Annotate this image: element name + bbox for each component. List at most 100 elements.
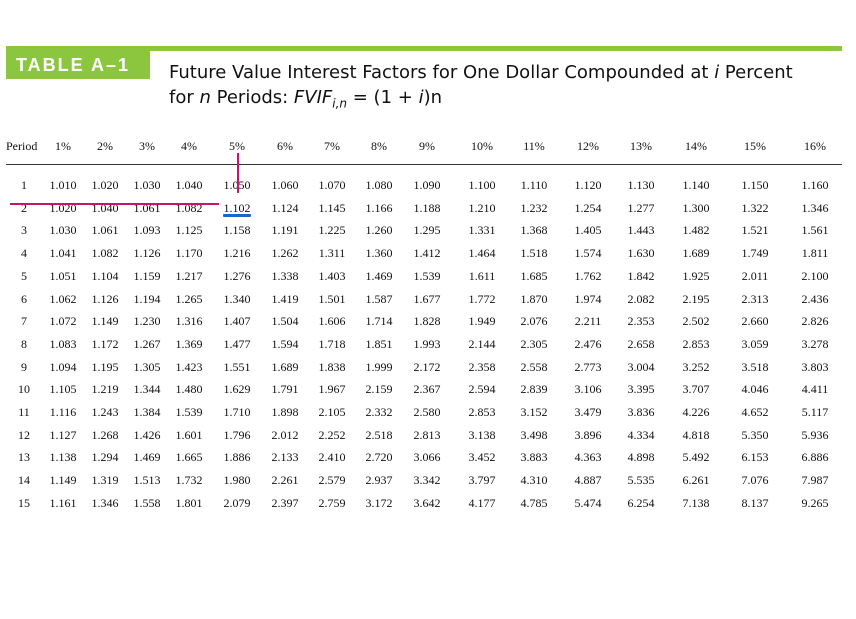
factor-cell: 3.836 xyxy=(627,405,655,419)
factor-cell: 1.518 xyxy=(520,246,548,261)
factor-cell: 1.170 xyxy=(175,246,203,261)
factor-cell: 1.340 xyxy=(223,291,251,306)
factor-cell: 1.094 xyxy=(49,359,77,374)
factor-cell: 1.732 xyxy=(175,473,203,488)
rate-header: 7% xyxy=(324,139,340,153)
rate-header: 15% xyxy=(744,139,766,153)
factor-cell: 1.331 xyxy=(468,223,496,238)
factor-cell: 1.300 xyxy=(682,200,710,215)
factor-cell: 4.652 xyxy=(741,405,769,419)
period-cell: 9 xyxy=(21,359,27,374)
factor-cell: 2.305 xyxy=(520,336,548,351)
factor-cell: 4.887 xyxy=(574,473,602,488)
factor-cell: 1.677 xyxy=(413,291,441,306)
factor-cell: 4.046 xyxy=(741,382,769,397)
factor-cell: 3.152 xyxy=(520,405,548,419)
factor-cell: 1.172 xyxy=(91,336,119,351)
factor-cell: 1.407 xyxy=(223,314,251,329)
factor-cell: 1.629 xyxy=(223,382,251,397)
factor-cell: 1.606 xyxy=(318,314,346,329)
factor-cell: 1.710 xyxy=(223,405,251,419)
factor-cell: 2.813 xyxy=(413,427,441,442)
factor-cell: 1.539 xyxy=(413,268,441,283)
rate-header: 3% xyxy=(139,139,155,153)
factor-cell: 1.216 xyxy=(223,246,251,261)
factor-cell: 1.110 xyxy=(520,178,548,192)
factor-cell: 2.144 xyxy=(468,336,496,351)
factor-cell: 1.368 xyxy=(520,223,548,238)
period-cell: 4 xyxy=(21,246,27,261)
factor-cell: 1.685 xyxy=(520,268,548,283)
rate-header: 11% xyxy=(523,139,545,153)
period-cell: 8 xyxy=(21,336,27,351)
factor-cell: 1.145 xyxy=(318,200,346,215)
factor-cell: 2.261 xyxy=(271,473,299,488)
period-cell: 10 xyxy=(18,382,30,397)
factor-cell: 1.265 xyxy=(175,291,203,306)
factor-cell: 1.311 xyxy=(318,246,346,261)
factor-cell: 1.993 xyxy=(413,336,441,351)
factor-cell: 1.886 xyxy=(223,450,251,465)
period-cell: 1 xyxy=(21,178,27,192)
factor-cell: 1.811 xyxy=(801,246,829,261)
rate-header: 16% xyxy=(804,139,826,153)
title-for: for xyxy=(169,87,200,108)
period-column-header: Period xyxy=(6,139,38,153)
factor-cell: 1.125 xyxy=(175,223,203,238)
formula-n: n xyxy=(430,87,443,108)
period-cell: 15 xyxy=(18,495,30,510)
factor-cell: 1.469 xyxy=(133,450,161,465)
factor-cell: 1.949 xyxy=(468,314,496,329)
factor-cell: 1.267 xyxy=(133,336,161,351)
title-text-end: Percent xyxy=(719,62,793,83)
factor-cell: 1.551 xyxy=(223,359,251,374)
factor-cell: 3.278 xyxy=(801,336,829,351)
factor-cell: 1.967 xyxy=(318,382,346,397)
factor-cell: 1.419 xyxy=(271,291,299,306)
period-cell: 13 xyxy=(18,450,30,465)
annotation-underline xyxy=(223,214,251,217)
factor-cell: 5.492 xyxy=(682,450,710,465)
factor-cell: 1.276 xyxy=(223,268,251,283)
formula-part-a: = (1 + xyxy=(347,87,419,108)
factor-cell: 1.268 xyxy=(91,427,119,442)
factor-cell: 1.149 xyxy=(49,473,77,488)
title-line-1: Future Value Interest Factors for One Do… xyxy=(169,60,829,85)
period-cell: 3 xyxy=(21,223,27,238)
factor-cell: 1.061 xyxy=(91,223,119,238)
factor-cell: 1.060 xyxy=(271,178,299,192)
formula-subscript: i,n xyxy=(332,96,348,111)
factor-cell: 2.100 xyxy=(801,268,829,283)
factor-cell: 1.120 xyxy=(574,178,602,192)
top-accent-rule xyxy=(6,46,842,51)
factor-cell: 1.558 xyxy=(133,495,161,510)
factor-cell: 1.689 xyxy=(271,359,299,374)
factor-cell: 2.076 xyxy=(520,314,548,329)
factor-cell: 1.102 xyxy=(223,200,251,215)
rate-header: 2% xyxy=(97,139,113,153)
factor-cell: 1.999 xyxy=(365,359,393,374)
factor-cell: 3.896 xyxy=(574,427,602,442)
factor-cell: 2.011 xyxy=(741,268,769,283)
factor-cell: 2.195 xyxy=(682,291,710,306)
factor-cell: 2.079 xyxy=(223,495,251,510)
rate-header: 4% xyxy=(181,139,197,153)
header-divider xyxy=(6,164,842,165)
factor-cell: 2.332 xyxy=(365,405,393,419)
factor-cell: 1.104 xyxy=(91,268,119,283)
factor-cell: 1.195 xyxy=(91,359,119,374)
factor-cell: 1.561 xyxy=(801,223,829,238)
factor-cell: 1.126 xyxy=(133,246,161,261)
rate-header: 6% xyxy=(277,139,293,153)
factor-cell: 1.124 xyxy=(271,200,299,215)
period-cell: 14 xyxy=(18,473,30,488)
factor-cell: 1.504 xyxy=(271,314,299,329)
factor-cell: 1.718 xyxy=(318,336,346,351)
factor-cell: 1.140 xyxy=(682,178,710,192)
period-cell: 6 xyxy=(21,291,27,306)
factor-cell: 1.980 xyxy=(223,473,251,488)
factor-cell: 1.243 xyxy=(91,405,119,419)
factor-cell: 3.059 xyxy=(741,336,769,351)
factor-cell: 3.342 xyxy=(413,473,441,488)
formula-part-b: ) xyxy=(423,87,431,108)
